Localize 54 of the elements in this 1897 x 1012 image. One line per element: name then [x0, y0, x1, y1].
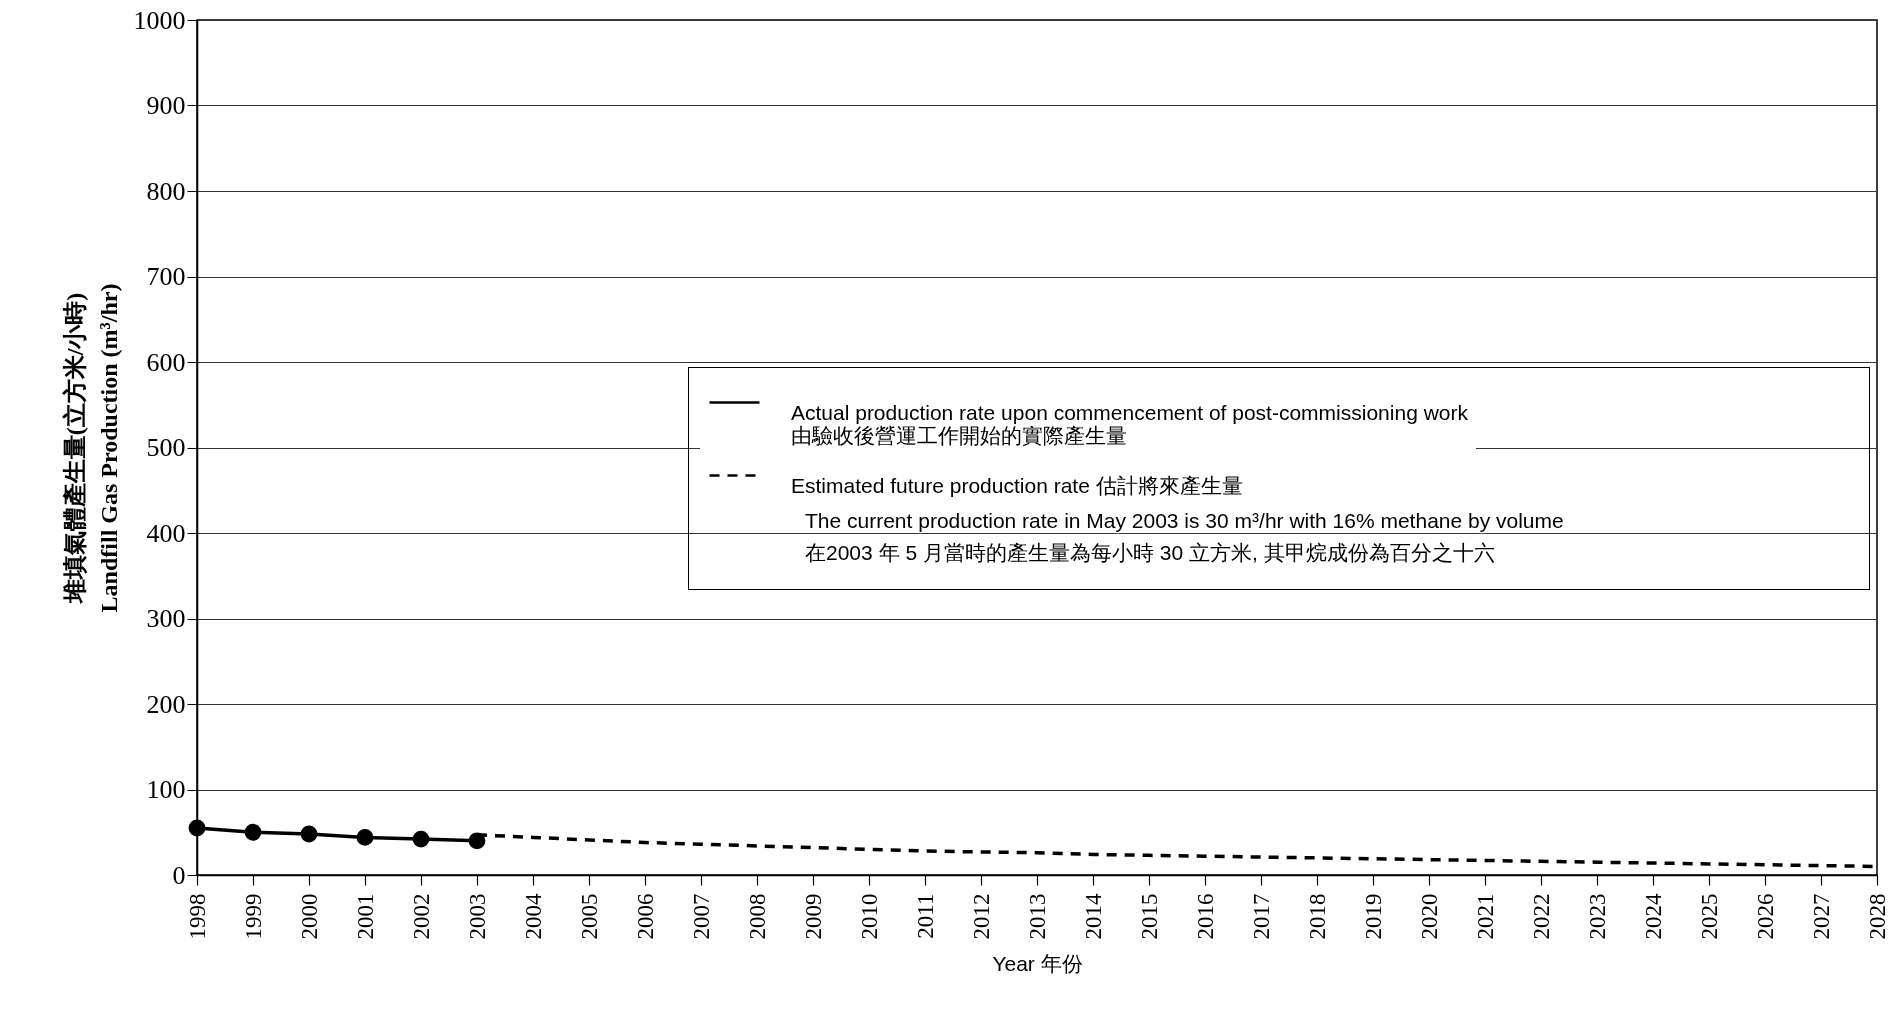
y-tick-label: 0: [172, 860, 186, 890]
x-tick-label: 2008: [744, 893, 770, 940]
legend-label: Estimated future production rate 估計將來產生量: [791, 473, 1243, 497]
annotation: The current production rate in May 2003 is 30 m³/hr with 16% methane by volume: [805, 508, 1564, 534]
y-tick-label: 700: [146, 262, 186, 291]
x-tick-label: 1999: [240, 893, 266, 940]
y-tick-label: 100: [146, 775, 186, 804]
y-tick-label: 1000: [133, 5, 186, 35]
x-tick-label: 2011: [912, 893, 938, 939]
x-tick-label: 2020: [1416, 893, 1442, 940]
x-tick-label: 2007: [688, 893, 714, 940]
x-tick-label: 2019: [1360, 893, 1386, 940]
annotation: 在2003 年 5 月當時的產生量為每小時 30 立方米, 其甲烷成份為百分之十六: [805, 540, 1496, 566]
x-tick-label: 2003: [464, 893, 490, 940]
x-axis-title: Year 年份: [992, 951, 1083, 975]
point: [188, 819, 206, 837]
x-tick-label: 2018: [1304, 893, 1330, 940]
x-tick-label: 2024: [1640, 893, 1666, 940]
point: [244, 823, 262, 841]
x-tick-label: 2013: [1024, 893, 1050, 940]
y-tick-label: 600: [146, 347, 186, 377]
x-tick-label: 2027: [1808, 893, 1834, 940]
x-tick-label: 2015: [1136, 893, 1162, 940]
x-tick-label: 2021: [1472, 893, 1498, 940]
x-tick-label: 2010: [856, 893, 882, 940]
x-tick-label: 2000: [296, 893, 322, 940]
x-tick-label: 2004: [520, 893, 546, 940]
y-tick-label: 400: [146, 518, 186, 548]
x-tick-label: 2026: [1752, 893, 1778, 940]
x-tick-label: 2014: [1080, 893, 1106, 940]
x-tick-label: 2023: [1584, 893, 1610, 940]
x-tick-label: 2009: [800, 893, 826, 940]
x-tick-label: 2017: [1248, 893, 1274, 940]
legend-label: Actual production rate upon commencement of post-commissioning work 由驗收後營運工作開始的實際產生量: [791, 400, 1469, 447]
point: [412, 830, 430, 848]
point: [468, 832, 486, 850]
y-axis-title: 堆填氣體產生量(立方米/小時) Landfill Gas Production (m³/hr): [60, 283, 122, 613]
x-tick-label: 2001: [352, 893, 378, 940]
y-tick-label: 300: [146, 604, 186, 633]
y-tick-label: 900: [146, 91, 186, 120]
x-tick-label: 1998: [184, 893, 210, 940]
x-tick-label: 2016: [1192, 893, 1218, 940]
x-tick-label: 2006: [632, 893, 658, 940]
y-tick-label: 500: [146, 433, 186, 462]
y-tick-label: 800: [146, 176, 186, 206]
point: [356, 828, 374, 846]
point: [300, 825, 318, 843]
x-tick-label: 2012: [968, 893, 994, 940]
x-tick-label: 2002: [408, 893, 434, 940]
x-tick-label: 2022: [1528, 893, 1554, 940]
x-tick-label: 2005: [576, 893, 602, 940]
x-tick-label: 2025: [1696, 893, 1722, 940]
y-tick-label: 200: [146, 689, 186, 719]
x-tick-label: 2028: [1864, 893, 1890, 940]
